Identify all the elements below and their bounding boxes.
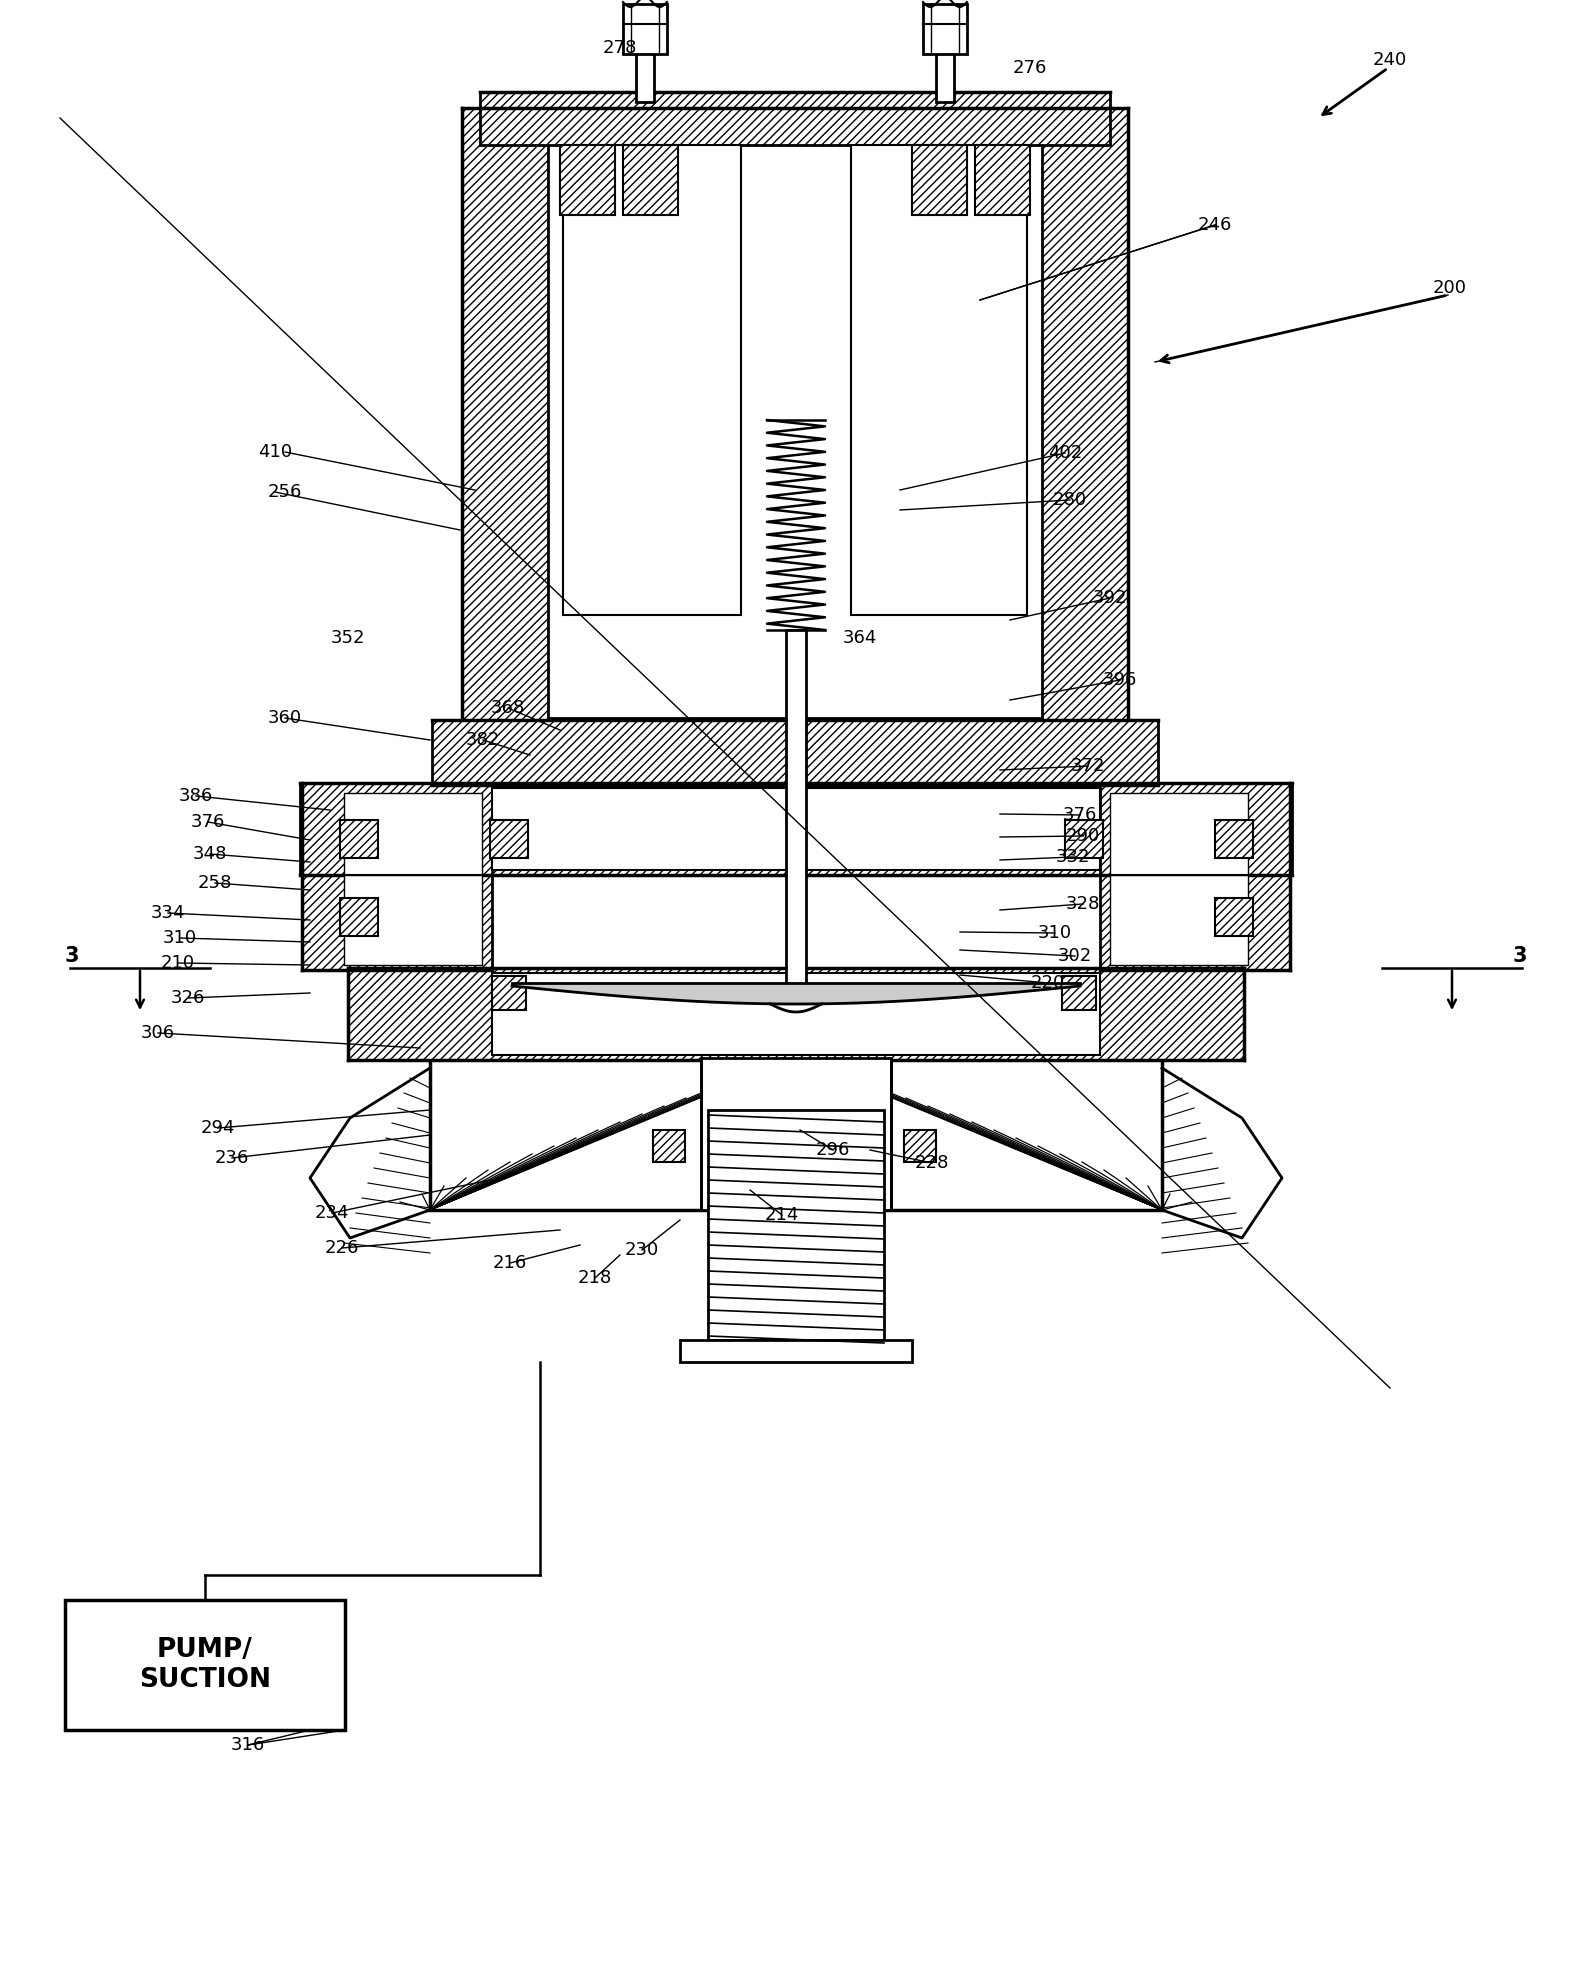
Text: 210: 210	[161, 954, 196, 971]
Text: 294: 294	[201, 1119, 236, 1136]
Text: 328: 328	[1065, 895, 1100, 912]
Bar	[708, 1111, 884, 1341]
Bar	[548, 130, 1043, 718]
Text: 316: 316	[231, 1736, 266, 1754]
Bar	[564, 145, 740, 615]
Bar	[904, 1130, 936, 1162]
Bar	[349, 967, 1243, 1060]
Text: 310: 310	[1038, 924, 1071, 942]
Bar	[852, 145, 1027, 615]
Text: 376: 376	[191, 814, 224, 832]
Text: 226: 226	[325, 1239, 360, 1256]
Text: 372: 372	[1071, 757, 1105, 775]
Text: 290: 290	[1067, 828, 1100, 845]
Text: 396: 396	[1103, 670, 1137, 688]
Text: 302: 302	[1057, 948, 1092, 965]
Text: 376: 376	[1063, 806, 1097, 824]
Text: 240: 240	[1372, 51, 1407, 69]
Bar	[786, 629, 806, 985]
Text: 348: 348	[193, 845, 228, 863]
Text: 234: 234	[315, 1203, 349, 1223]
Bar	[1215, 898, 1253, 936]
Text: 236: 236	[215, 1148, 250, 1168]
Text: 3: 3	[1512, 946, 1527, 965]
Bar	[1110, 792, 1248, 965]
Text: 220: 220	[1032, 973, 1065, 993]
Bar	[560, 145, 615, 214]
Bar	[912, 145, 966, 214]
Text: 306: 306	[142, 1024, 175, 1042]
Text: 310: 310	[162, 930, 197, 948]
Bar	[65, 1600, 345, 1730]
Bar	[344, 792, 482, 965]
Text: 382: 382	[466, 731, 500, 749]
Bar	[653, 1130, 685, 1162]
Text: 364: 364	[842, 629, 877, 647]
Bar	[492, 973, 1100, 1056]
Text: 386: 386	[178, 786, 213, 804]
Text: 246: 246	[1197, 216, 1232, 234]
Text: 218: 218	[578, 1268, 613, 1288]
Text: PUMP/
SUCTION: PUMP/ SUCTION	[139, 1638, 271, 1693]
Text: 200: 200	[1433, 279, 1466, 297]
Text: 410: 410	[258, 442, 291, 460]
Text: 228: 228	[915, 1154, 949, 1172]
Text: 352: 352	[331, 629, 365, 647]
Bar	[974, 145, 1030, 214]
Text: 402: 402	[1048, 444, 1083, 462]
Text: 214: 214	[764, 1205, 799, 1225]
Text: 256: 256	[267, 484, 302, 501]
Bar	[700, 1058, 892, 1209]
Bar	[302, 782, 492, 969]
Bar	[622, 4, 667, 53]
Bar	[341, 820, 377, 857]
Bar	[1065, 820, 1103, 857]
Bar	[1062, 975, 1095, 1011]
Bar	[1215, 820, 1253, 857]
Bar	[341, 898, 377, 936]
Bar	[635, 51, 654, 102]
Text: 3: 3	[65, 946, 80, 965]
Text: 230: 230	[626, 1241, 659, 1258]
Bar	[492, 975, 525, 1011]
Bar	[431, 720, 1157, 784]
Bar	[430, 1058, 1162, 1209]
Text: 258: 258	[197, 875, 232, 893]
Text: 332: 332	[1055, 847, 1091, 865]
Text: 216: 216	[494, 1254, 527, 1272]
Text: 280: 280	[1052, 492, 1087, 509]
Text: 276: 276	[1013, 59, 1048, 77]
Bar	[490, 820, 529, 857]
Text: 278: 278	[603, 39, 637, 57]
Bar	[492, 788, 1100, 871]
Text: 296: 296	[815, 1140, 850, 1160]
Bar	[923, 4, 966, 53]
Bar	[622, 145, 678, 214]
Text: 334: 334	[151, 904, 185, 922]
Bar	[462, 108, 1129, 727]
Text: 392: 392	[1092, 590, 1127, 607]
Bar	[936, 51, 954, 102]
Bar	[481, 92, 1110, 145]
Text: 360: 360	[267, 710, 302, 727]
Bar	[680, 1341, 912, 1362]
Text: 368: 368	[490, 700, 525, 718]
Bar	[1100, 782, 1290, 969]
Bar	[299, 782, 1293, 875]
Text: 326: 326	[170, 989, 205, 1007]
